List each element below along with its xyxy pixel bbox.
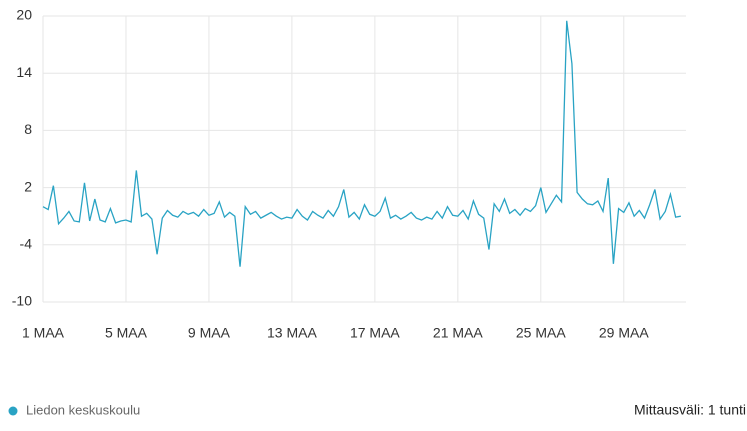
x-tick-label: 25 MAA [516,325,566,341]
legend-marker [8,406,18,416]
x-tick-label: 17 MAA [350,325,400,341]
y-tick-label: 20 [16,7,32,23]
x-tick-label: 9 MAA [188,325,231,341]
y-tick-label: 14 [16,64,32,80]
y-tick-label: -4 [20,236,33,252]
x-tick-label: 29 MAA [599,325,649,341]
footer-note: Mittausväli: 1 tunti [634,402,746,418]
line [42,20,681,267]
y-tick-label: -10 [12,293,32,309]
y-tick-label: 2 [24,178,32,194]
x-tick-label: 21 MAA [433,325,483,341]
x-tick-label: 5 MAA [105,325,148,341]
y-tick-label: 8 [24,121,32,137]
x-tick-label: 13 MAA [267,325,317,341]
x-tick-label: 1 MAA [22,325,65,341]
legend-label: Liedon keskuskoulu [26,402,140,417]
